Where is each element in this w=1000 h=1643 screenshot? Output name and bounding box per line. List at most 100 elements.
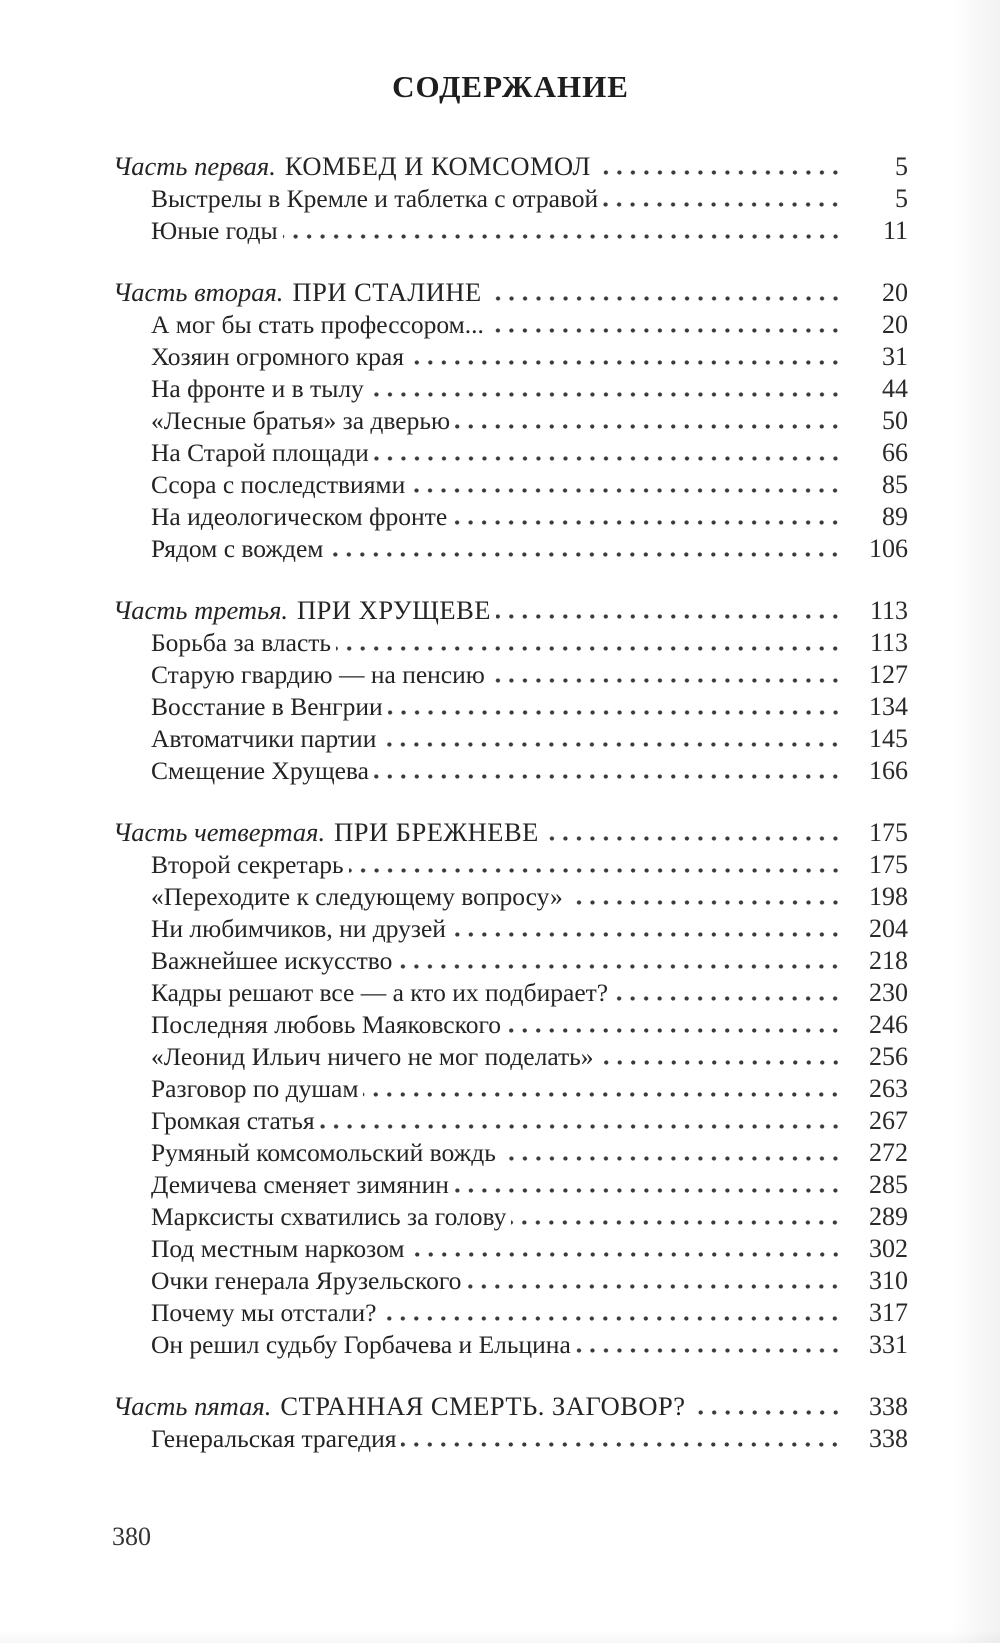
page-number: 50: [882, 406, 908, 435]
toc-entry-title: Он решил судьбу Горбачева и Ельцина: [151, 1330, 571, 1359]
folio-page-number: 380: [112, 1522, 151, 1551]
toc-part-row: Часть пятая. СТРАННАЯ СМЕРТЬ. ЗАГОВОР? 338: [113, 1390, 908, 1423]
toc-entry-title: Хозяин огромного края: [151, 342, 404, 371]
toc-item-row: Последняя любовь Маяковского 246: [113, 1009, 908, 1041]
page-number: 256: [869, 1042, 908, 1071]
toc-item-row: Автоматчики партии 145: [113, 723, 908, 755]
dot-leader: [381, 742, 842, 747]
toc-section: Часть первая. КОМБЕД И КОМСОМОЛ 5 Выстрелы …: [113, 150, 908, 247]
toc-part-row: Часть вторая. ПРИ СТАЛИНЕ 20: [113, 276, 908, 309]
toc-entry-title: Часть третья. ПРИ ХРУЩЕВЕ: [113, 594, 491, 626]
toc-item-row: Выстрелы в Кремле и таблетка с отравой 5: [113, 183, 908, 215]
dot-leader: [466, 1284, 842, 1289]
toc-item-row: Демичева сменяет зимянин 285: [113, 1169, 908, 1201]
toc-entry-title: На идеологическом фронте: [151, 502, 448, 531]
part-label: Часть первая.: [113, 151, 276, 181]
table-of-contents: Часть первая. КОМБЕД И КОМСОМОЛ 5 Выстрелы …: [113, 150, 908, 1455]
dot-leader: [450, 932, 842, 937]
toc-entry-title: Кадры решают все — а кто их подбирает?: [151, 978, 609, 1007]
page-number: 272: [869, 1138, 908, 1167]
part-label: Часть третья.: [113, 595, 289, 625]
dot-leader: [613, 996, 842, 1001]
page-number: 145: [869, 724, 908, 753]
dot-leader: [397, 964, 842, 969]
dot-leader: [387, 710, 842, 715]
toc-item-row: Старую гвардию — на пенсию 127: [113, 659, 908, 691]
dot-leader: [328, 552, 842, 557]
toc-item-row: Ссора с последствиями 85: [113, 469, 908, 501]
toc-item-row: А мог бы стать профессором... 20: [113, 309, 908, 341]
toc-entry-title: А мог бы стать профессором...: [151, 310, 484, 339]
page-number: 106: [869, 534, 908, 563]
toc-entry-title: На фронте и в тылу: [151, 374, 364, 403]
toc-entry-title: Марксисты схватились за голову: [151, 1202, 507, 1231]
dot-leader: [690, 1410, 842, 1415]
toc-entry-title: Разговор по душам: [151, 1074, 359, 1103]
dot-leader: [452, 520, 842, 525]
dot-leader: [363, 1092, 842, 1097]
toc-item-row: Под местным наркозом 302: [113, 1233, 908, 1265]
dot-leader: [489, 678, 842, 683]
page-number: 204: [869, 914, 908, 943]
part-label: Часть вторая.: [113, 277, 284, 307]
dot-leader: [409, 1252, 842, 1257]
page-number: 127: [869, 660, 908, 689]
toc-section: Часть пятая. СТРАННАЯ СМЕРТЬ. ЗАГОВОР? 338…: [113, 1390, 908, 1455]
toc-item-row: Очки генерала Ярузельского 310: [113, 1265, 908, 1297]
dot-leader: [410, 488, 842, 493]
dot-leader: [598, 1060, 842, 1065]
toc-item-row: «Леонид Ильич ничего не мог поделать» 256: [113, 1041, 908, 1073]
toc-entry-title: Второй секретарь: [151, 850, 344, 879]
toc-entry-title: Часть пятая. СТРАННАЯ СМЕРТЬ. ЗАГОВОР?: [113, 1390, 686, 1422]
dot-leader: [319, 1124, 842, 1129]
toc-item-row: «Лесные братья» за дверью 50: [113, 405, 908, 437]
toc-part-row: Часть четвертая. ПРИ БРЕЖНЕВЕ 175: [113, 816, 908, 849]
page-number: 230: [869, 978, 908, 1007]
dot-leader: [348, 868, 842, 873]
toc-entry-title: Очки генерала Ярузельского: [151, 1266, 462, 1295]
toc-entry-title: Громкая статья: [151, 1106, 315, 1135]
toc-entry-title: На Старой площади: [151, 438, 369, 467]
toc-item-row: Ни любимчиков, ни друзей 204: [113, 913, 908, 945]
page-number: 317: [869, 1298, 908, 1327]
dot-leader: [336, 646, 842, 651]
scan-edge-shadow: [950, 0, 1000, 1643]
page-number: 134: [869, 692, 908, 721]
toc-item-row: На фронте и в тылу 44: [113, 373, 908, 405]
dot-leader: [453, 1188, 842, 1193]
toc-section: Часть вторая. ПРИ СТАЛИНЕ 20 А мог бы стать…: [113, 276, 908, 565]
toc-item-row: Смещение Хрущева 166: [113, 755, 908, 787]
dot-leader: [455, 424, 842, 429]
page-number: 113: [869, 596, 908, 625]
toc-item-row: Громкая статья 267: [113, 1105, 908, 1137]
toc-item-row: Хозяин огромного края 31: [113, 341, 908, 373]
dot-leader: [282, 234, 842, 239]
toc-entry-title: Ссора с последствиями: [151, 470, 406, 499]
toc-item-row: Кадры решают все — а кто их подбирает? 23…: [113, 977, 908, 1009]
dot-leader: [543, 836, 842, 841]
dot-leader: [368, 392, 842, 397]
toc-item-row: Генеральская трагедия 338: [113, 1423, 908, 1455]
toc-entry-title: Генеральская трагедия: [151, 1424, 397, 1453]
toc-item-row: Почему мы отстали? 317: [113, 1297, 908, 1329]
page-number: 338: [869, 1424, 908, 1453]
toc-entry-title: Под местным наркозом: [151, 1234, 405, 1263]
page-number: 285: [869, 1170, 908, 1199]
toc-entry-title: Часть четвертая. ПРИ БРЕЖНЕВЕ: [113, 816, 539, 848]
toc-entry-title: Последняя любовь Маяковского: [151, 1010, 502, 1039]
part-label: Часть четвертая.: [113, 817, 326, 847]
toc-part-row: Часть первая. КОМБЕД И КОМСОМОЛ 5: [113, 150, 908, 183]
dot-leader: [488, 328, 842, 333]
toc-entry-title: Смещение Хрущева: [151, 756, 369, 785]
dot-leader: [595, 170, 842, 175]
toc-item-row: Борьба за власть 113: [113, 627, 908, 659]
dot-leader: [495, 614, 842, 619]
page-number: 20: [882, 278, 908, 307]
toc-part-row: Часть третья. ПРИ ХРУЩЕВЕ 113: [113, 594, 908, 627]
page-number: 5: [895, 152, 908, 181]
page-number: 267: [869, 1106, 908, 1135]
toc-entry-title: Румяный комсомольский вождь: [151, 1138, 496, 1167]
page-number: 11: [882, 216, 908, 245]
toc-item-row: Марксисты схватились за голову 289: [113, 1201, 908, 1233]
dot-leader: [506, 1028, 842, 1033]
